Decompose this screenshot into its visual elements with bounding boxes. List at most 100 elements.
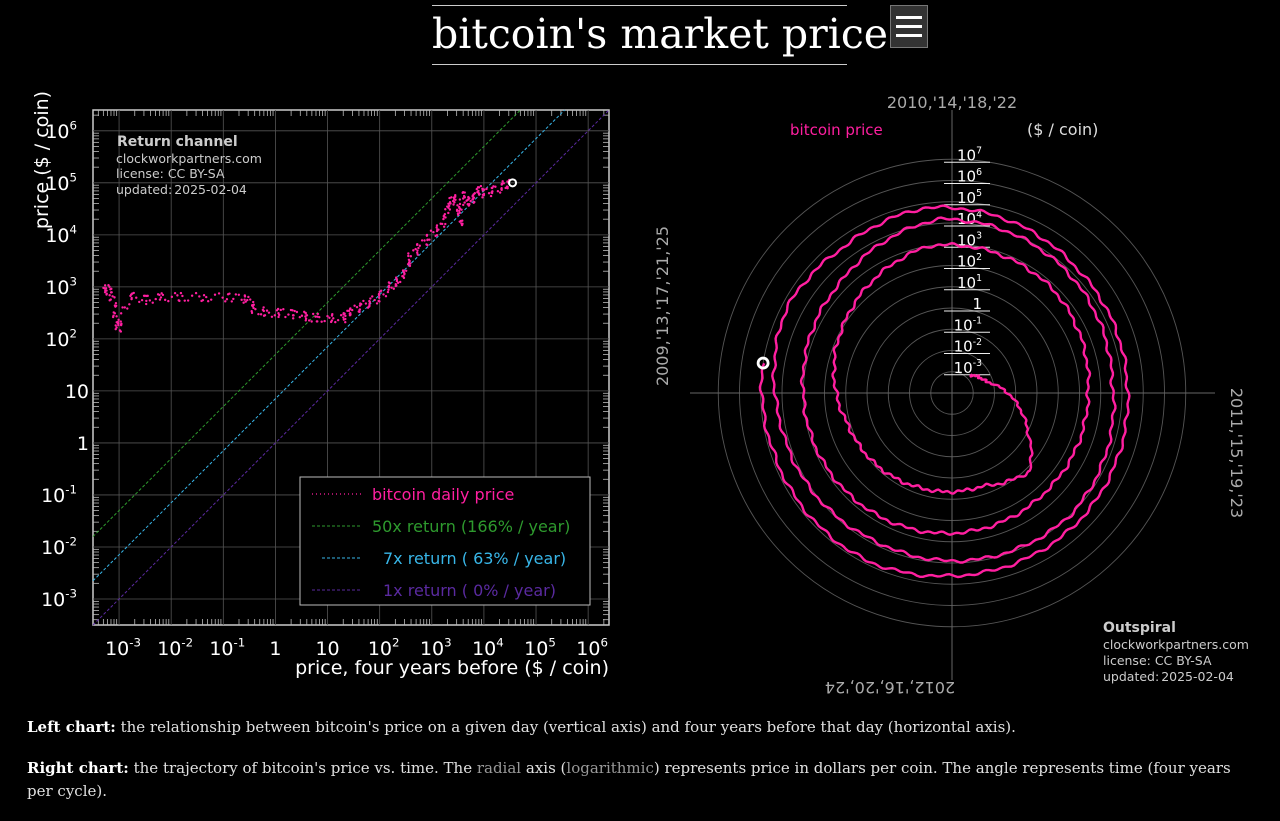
price-point — [148, 299, 152, 302]
price-point — [437, 228, 440, 231]
price-point — [183, 299, 186, 302]
price-point — [186, 299, 190, 302]
price-point — [344, 314, 347, 318]
x-tick-label: 104 — [472, 635, 504, 660]
price-point — [442, 217, 445, 221]
y-axis-label: price ($ / coin) — [31, 91, 53, 229]
price-point — [119, 320, 122, 323]
caption-text: axis ( — [521, 759, 567, 777]
price-point — [447, 211, 450, 215]
radial-tick-label: 10-2 — [954, 337, 982, 356]
price-point — [456, 204, 459, 207]
radial-link[interactable]: radial — [476, 759, 522, 777]
y-tick-label: 106 — [45, 118, 77, 143]
menu-bar — [896, 34, 922, 37]
price-point — [225, 298, 229, 301]
price-point — [378, 300, 381, 303]
price-points — [102, 178, 518, 333]
y-tick-label: 10-3 — [41, 586, 77, 611]
price-point — [291, 309, 294, 312]
radial-tick-label: 1 — [972, 295, 982, 313]
price-point — [242, 301, 245, 304]
price-point — [240, 298, 243, 302]
price-point — [262, 306, 265, 309]
logarithmic-link[interactable]: logarithmic — [566, 759, 654, 777]
price-point — [407, 254, 410, 258]
price-point — [369, 297, 372, 300]
price-point — [417, 246, 420, 250]
legend: bitcoin daily price 50x return (166% / y… — [299, 476, 591, 606]
price-point — [277, 313, 281, 317]
price-point — [190, 294, 194, 297]
price-point — [320, 320, 323, 323]
latest-price-marker — [756, 356, 770, 370]
price-point — [444, 222, 447, 226]
price-point — [473, 191, 477, 195]
price-point — [121, 306, 124, 309]
price-point — [323, 319, 326, 323]
price-point — [105, 292, 108, 295]
price-point — [257, 312, 260, 316]
price-point — [119, 312, 123, 315]
price-point — [458, 198, 462, 201]
y-tick-labels: 10-3 10-2 10-1 1 10 102 103 104 105 106 — [41, 118, 89, 611]
price-point — [318, 315, 321, 319]
price-point — [425, 234, 429, 237]
minor-ticks — [93, 110, 609, 625]
angle-label-top: 2010,'14,'18,'22 — [887, 93, 1017, 112]
price-point — [454, 198, 457, 201]
price-point — [377, 292, 381, 296]
price-point — [416, 253, 419, 256]
price-point — [448, 201, 452, 204]
hamburger-menu-icon[interactable] — [890, 5, 928, 48]
price-point — [432, 230, 435, 234]
caption-label: Right chart: — [27, 759, 129, 777]
price-point — [206, 300, 210, 303]
price-point — [452, 203, 455, 206]
price-point — [502, 182, 506, 185]
price-point — [198, 295, 201, 298]
y-tick-label: 1 — [77, 433, 89, 455]
radial-tick-label: 102 — [957, 252, 982, 271]
price-point — [414, 247, 417, 251]
legend-label-1x: 1x return ( 0% / year) — [383, 581, 556, 600]
price-point — [293, 309, 296, 313]
latest-point-marker — [508, 178, 518, 188]
radial-tick-label: 101 — [957, 273, 982, 292]
x-tick-label: 10-1 — [209, 635, 245, 660]
price-point — [458, 202, 462, 206]
price-point — [373, 298, 376, 302]
price-point — [243, 295, 247, 298]
price-point — [386, 290, 390, 294]
price-point — [415, 251, 419, 254]
price-point — [135, 296, 138, 299]
chart-license: license: CC BY-SA — [116, 166, 225, 181]
price-point — [176, 294, 179, 297]
price-point — [496, 189, 500, 193]
y-tick-label: 10 — [65, 381, 89, 403]
price-point — [407, 258, 411, 261]
price-point — [472, 201, 475, 204]
price-point — [163, 298, 167, 302]
price-point — [423, 239, 426, 242]
price-point — [420, 239, 424, 242]
price-point — [360, 303, 363, 306]
legend-label-7x: 7x return ( 63% / year) — [383, 549, 566, 568]
y-tick-label: 10-2 — [41, 534, 77, 559]
price-point — [247, 295, 250, 299]
price-point — [311, 312, 315, 316]
price-point — [179, 291, 183, 295]
price-point — [487, 192, 491, 195]
menu-bar — [896, 16, 922, 19]
price-point — [110, 291, 113, 294]
price-point — [113, 296, 116, 299]
price-point — [115, 315, 118, 318]
price-point — [194, 291, 198, 295]
price-point — [448, 208, 452, 211]
caption-text: ) represents price in dollars per coin. … — [27, 759, 1231, 800]
caption-text: the trajectory of bitcoin's price vs. ti… — [128, 759, 477, 777]
chart-credit: clockworkpartners.com — [1103, 637, 1249, 652]
radial-tick-label: 10-3 — [954, 358, 982, 377]
price-point — [416, 249, 419, 252]
outspiral-chart: 10-3 10-2 10-1 1 101 102 103 104 105 106 107 bitco… — [653, 93, 1249, 697]
